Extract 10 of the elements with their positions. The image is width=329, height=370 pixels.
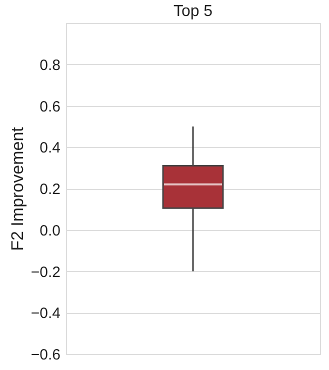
y-tick-label: −0.4	[30, 305, 60, 322]
y-tick-label: 0.2	[40, 181, 60, 198]
chart-title: Top 5	[173, 3, 213, 20]
y-tick-label: −0.6	[30, 346, 60, 364]
y-tick-label: 0.0	[40, 222, 60, 240]
y-axis-title: F2 Improvement	[8, 126, 27, 251]
y-tick-label: 0.8	[40, 56, 60, 74]
y-tick-label: 0.6	[40, 98, 60, 116]
y-tick-label: 0.4	[40, 140, 60, 157]
y-tick-label: −0.2	[30, 264, 60, 281]
